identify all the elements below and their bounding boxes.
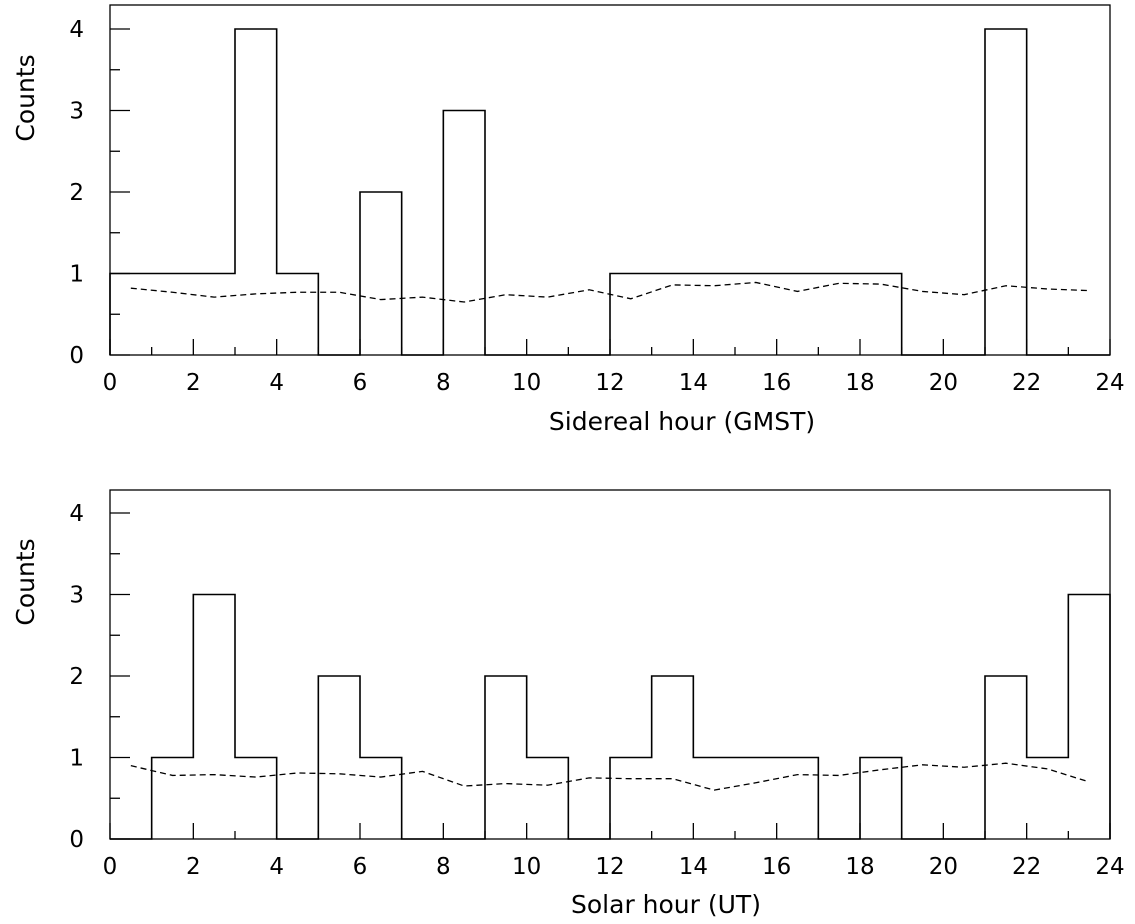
x-axis-label: Sidereal hour (GMST) (549, 407, 815, 436)
x-tick-label: 0 (103, 854, 118, 880)
y-tick-label: 1 (69, 746, 84, 772)
x-tick-label: 0 (103, 370, 118, 396)
x-tick-label: 8 (436, 370, 451, 396)
y-tick-label: 3 (69, 99, 84, 125)
x-tick-label: 18 (845, 370, 874, 396)
x-tick-labels: 0 2 4 6 8 10 12 14 16 18 20 22 24 (103, 854, 1125, 880)
y-tick-label: 2 (69, 664, 84, 690)
y-tick-label: 4 (69, 17, 84, 43)
x-tick-label: 14 (679, 854, 708, 880)
y-tick-label: 0 (69, 343, 84, 369)
y-axis-label: Counts (11, 538, 40, 625)
x-tick-label: 24 (1095, 854, 1124, 880)
y-axis-label: Counts (11, 54, 40, 141)
x-tick-label: 8 (436, 854, 451, 880)
x-tick-label: 22 (1012, 854, 1041, 880)
y-tick-label: 0 (69, 827, 84, 853)
y-tick-label: 3 (69, 583, 84, 609)
y-tick-labels: 0 1 2 3 4 (69, 17, 84, 369)
x-tick-label: 14 (679, 370, 708, 396)
x-tick-label: 2 (186, 854, 201, 880)
x-tick-label: 16 (762, 370, 791, 396)
y-tick-label: 2 (69, 180, 84, 206)
y-tick-labels: 0 1 2 3 4 (69, 501, 84, 853)
x-tick-label: 12 (595, 370, 624, 396)
x-tick-label: 4 (269, 370, 284, 396)
x-tick-label: 22 (1012, 370, 1041, 396)
x-tick-label: 6 (353, 370, 368, 396)
x-tick-label: 10 (512, 854, 541, 880)
x-tick-label: 20 (929, 370, 958, 396)
x-tick-label: 24 (1095, 370, 1124, 396)
x-tick-label: 4 (269, 854, 284, 880)
x-tick-labels: 0 2 4 6 8 10 12 14 16 18 20 22 24 (103, 370, 1125, 396)
x-tick-label: 18 (845, 854, 874, 880)
x-tick-label: 12 (595, 854, 624, 880)
x-tick-label: 16 (762, 854, 791, 880)
x-tick-label: 6 (353, 854, 368, 880)
x-tick-label: 10 (512, 370, 541, 396)
x-tick-label: 20 (929, 854, 958, 880)
counts-histogram (109, 28, 1110, 356)
x-tick-label: 2 (186, 370, 201, 396)
counts-histogram (110, 593, 1111, 840)
y-tick-label: 4 (69, 501, 84, 527)
expected-curve (130, 281, 1090, 303)
y-tick-label: 1 (69, 262, 84, 288)
expected-curve (130, 762, 1090, 791)
x-axis-label: Solar hour (UT) (571, 890, 761, 919)
